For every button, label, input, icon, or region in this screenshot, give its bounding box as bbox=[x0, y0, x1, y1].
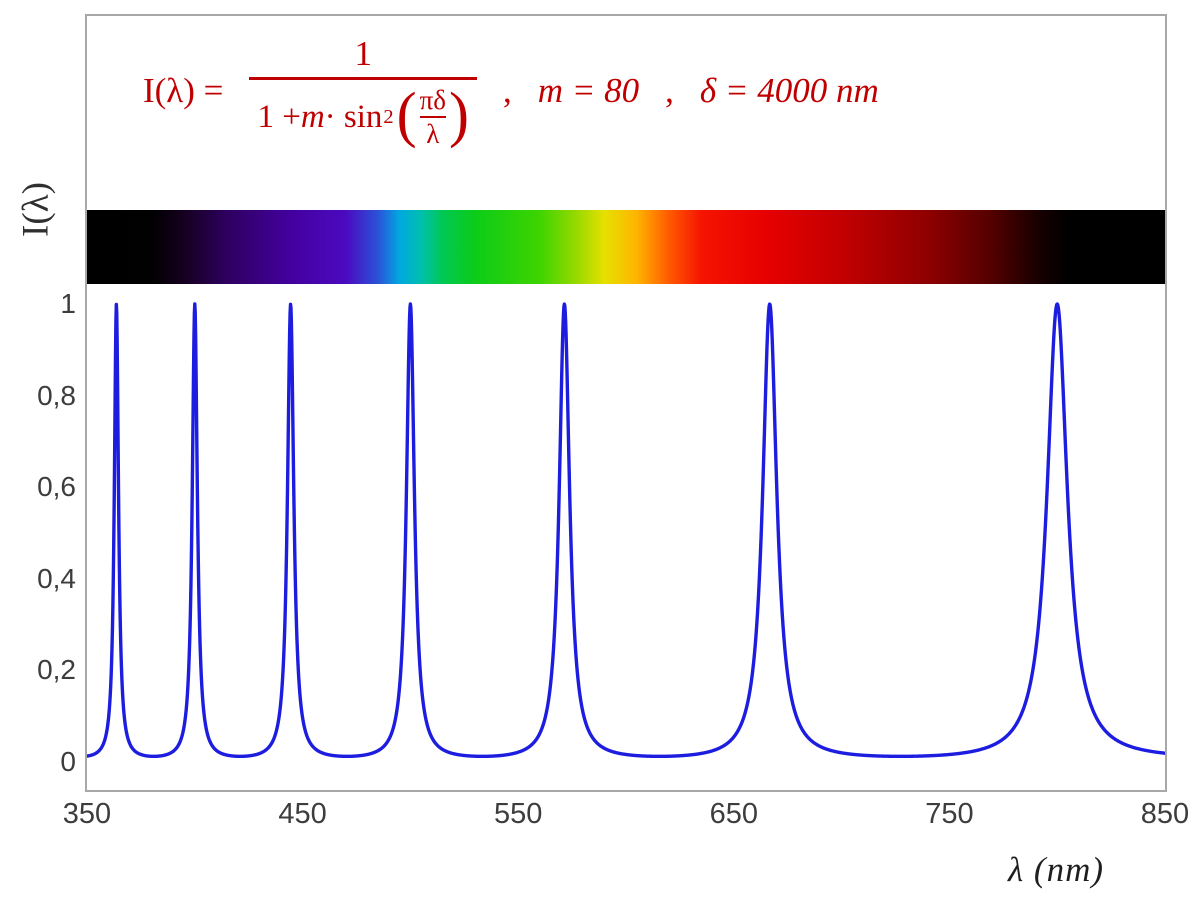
formula: I(λ) = 1 1 + m · sin 2 ( πδ λ ) , m = 80 … bbox=[143, 34, 879, 149]
y-tick-label: 0 bbox=[60, 746, 76, 777]
y-axis-title: I(λ) bbox=[15, 182, 57, 237]
x-tick-label: 650 bbox=[709, 798, 758, 830]
spectrum-bar bbox=[87, 210, 1165, 284]
formula-lhs: I(λ) = bbox=[143, 71, 224, 111]
inner-numerator: πδ bbox=[419, 85, 446, 115]
y-tick-label: 0,2 bbox=[37, 654, 76, 686]
x-tick-label: 850 bbox=[1140, 798, 1190, 830]
y-tick-label: 0,4 bbox=[37, 562, 76, 594]
param-m: m = 80 bbox=[537, 71, 640, 111]
den-one-plus: 1 + bbox=[257, 98, 301, 135]
formula-denominator: 1 + m · sin 2 ( πδ λ ) bbox=[249, 79, 477, 150]
formula-fraction: 1 1 + m · sin 2 ( πδ λ ) bbox=[249, 34, 477, 149]
left-paren: ( bbox=[396, 79, 417, 149]
y-tick-label: 0,8 bbox=[37, 379, 76, 411]
fraction-bar bbox=[249, 77, 477, 80]
y-tick-label: 0,6 bbox=[37, 471, 76, 503]
formula-numerator: 1 bbox=[354, 34, 372, 73]
x-tick-label: 550 bbox=[493, 798, 543, 830]
x-tick-label: 350 bbox=[62, 798, 112, 830]
den-dot-sin: · sin bbox=[324, 98, 383, 135]
comma: , bbox=[502, 71, 512, 111]
x-axis-title: λ (nm) bbox=[1008, 850, 1104, 889]
den-m: m bbox=[300, 98, 325, 135]
x-tick-label: 450 bbox=[278, 798, 327, 830]
inner-fraction: πδ λ bbox=[419, 85, 446, 150]
y-tick-label: 1 bbox=[60, 288, 76, 319]
right-paren: ) bbox=[448, 79, 469, 149]
intensity-plot bbox=[87, 302, 1165, 759]
intensity-curve bbox=[87, 302, 1165, 759]
inner-denominator: λ bbox=[426, 119, 440, 150]
comma: , bbox=[665, 71, 674, 111]
den-exponent: 2 bbox=[383, 105, 394, 128]
inner-fraction-bar bbox=[419, 116, 446, 119]
plot-area: I(λ) = 1 1 + m · sin 2 ( πδ λ ) , m = 80 … bbox=[85, 14, 1167, 792]
param-delta: δ = 4000 nm bbox=[699, 71, 879, 111]
x-tick-label: 750 bbox=[925, 798, 974, 830]
